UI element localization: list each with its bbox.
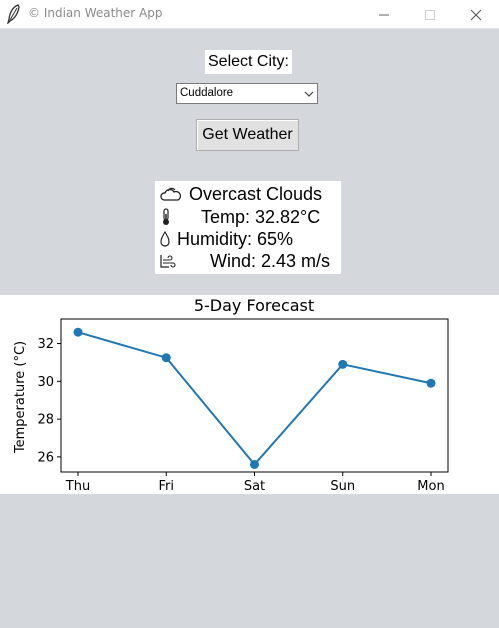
maximize-icon — [425, 9, 435, 20]
y-tick-label: 28 — [37, 413, 54, 428]
window-title-text: Indian Weather App — [43, 6, 163, 20]
y-tick-label: 32 — [37, 337, 54, 352]
maximize-button[interactable] — [407, 0, 453, 29]
chevron-down-icon — [304, 91, 314, 97]
thermometer-icon — [163, 208, 169, 225]
data-point — [338, 359, 348, 369]
data-point — [73, 327, 83, 337]
humidity-row: Humidity: 65% — [155, 228, 341, 250]
x-tick-label: Sun — [330, 479, 355, 494]
data-point — [250, 459, 259, 469]
data-point — [161, 353, 171, 363]
app-body: Select City: Cuddalore Get Weather Overc… — [0, 29, 499, 628]
x-tick-label: Thu — [65, 479, 90, 494]
series-line-group — [73, 327, 436, 469]
feather-icon — [7, 4, 20, 24]
wind-text: Wind: 2.43 m/s — [210, 251, 331, 271]
droplet-icon — [160, 230, 170, 247]
plot-frame — [60, 318, 449, 473]
y-tick-label: 26 — [37, 450, 54, 465]
x-tick-label: Sat — [244, 479, 265, 494]
close-icon — [470, 9, 482, 20]
x-tick-label: Mon — [417, 479, 444, 494]
minimize-icon — [379, 14, 389, 15]
series-line — [77, 331, 432, 466]
wind-row: Wind: 2.43 m/s — [155, 250, 341, 272]
title-bar: © Indian Weather App — [0, 0, 499, 29]
y-tick-label: 30 — [37, 375, 54, 390]
city-dropdown[interactable]: Cuddalore — [176, 83, 318, 104]
chart-title: 5-Day Forecast — [194, 296, 314, 315]
get-weather-button[interactable]: Get Weather — [196, 119, 299, 151]
window-title: © Indian Weather App — [28, 6, 162, 20]
forecast-chart: 5-Day Forecast Temperature (°C) 26 28 30 32… — [0, 295, 499, 494]
wind-icon — [160, 255, 176, 268]
select-city-label: Select City: — [205, 50, 292, 74]
temp-text: Temp: 32.82°C — [201, 207, 321, 227]
close-button[interactable] — [453, 0, 499, 29]
condition-text: Overcast Clouds — [189, 184, 323, 204]
forecast-chart-svg: 5-Day Forecast Temperature (°C) 26 28 30 32… — [13, 296, 449, 494]
chart-ylabel: Temperature (°C) — [13, 341, 28, 454]
weather-info-panel: Overcast Clouds Temp: 32.82°C Humidity: … — [155, 181, 341, 274]
condition-row: Overcast Clouds — [155, 183, 341, 205]
cloud-icon — [160, 187, 182, 201]
minimize-button[interactable] — [361, 0, 407, 29]
humidity-text: Humidity: 65% — [177, 229, 294, 249]
globe-icon: © — [28, 6, 44, 20]
y-axis: 26 28 30 32 — [37, 337, 61, 465]
x-axis: Thu Fri Sat Sun Mon — [65, 472, 445, 494]
city-dropdown-value: Cuddalore — [180, 87, 234, 99]
x-tick-label: Fri — [159, 479, 175, 494]
temp-row: Temp: 32.82°C — [155, 206, 341, 228]
data-point — [426, 378, 436, 388]
